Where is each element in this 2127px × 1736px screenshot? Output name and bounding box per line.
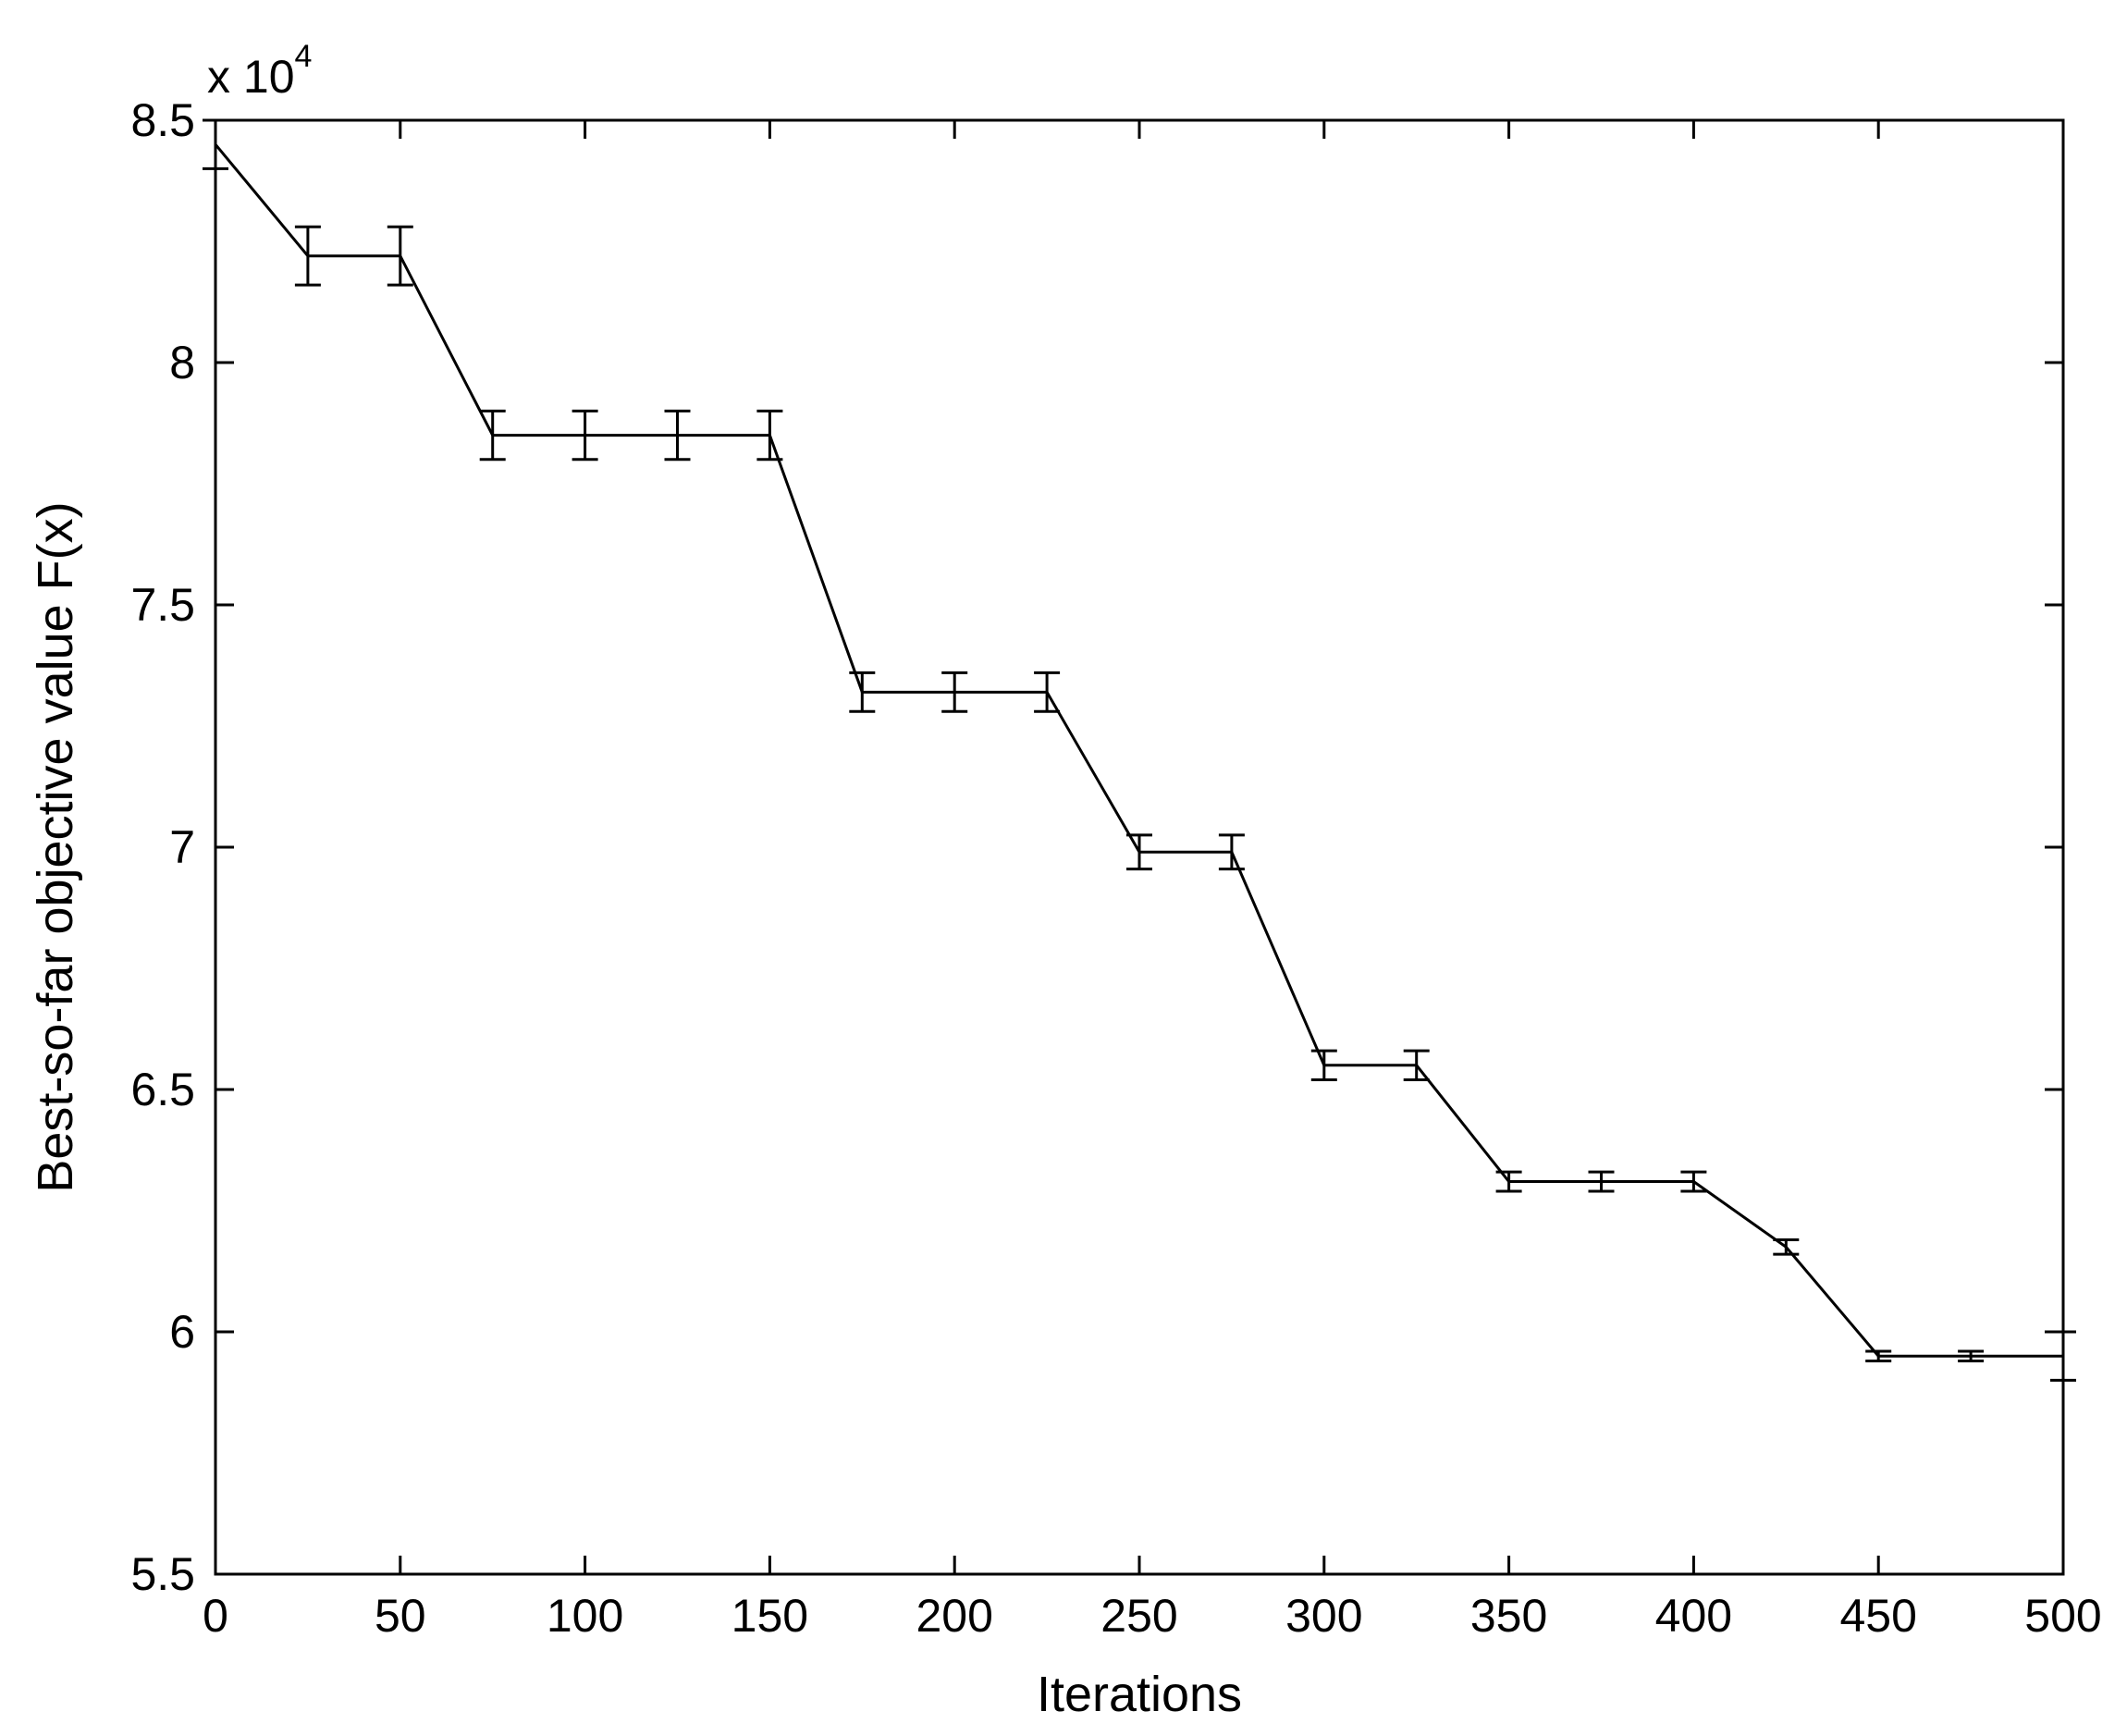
x-tick-label: 0 <box>203 1590 228 1642</box>
y-tick-label: 7 <box>169 821 195 873</box>
y-tick-label: 6.5 <box>130 1064 195 1115</box>
y-tick-label: 8 <box>169 337 195 388</box>
x-tick-label: 350 <box>1470 1590 1547 1642</box>
y-axis-label: Best-so-far objective value F(x) <box>28 501 83 1192</box>
y-tick-label: 6 <box>169 1306 195 1358</box>
x-tick-label: 50 <box>375 1590 426 1642</box>
x-tick-label: 450 <box>1839 1590 1916 1642</box>
x-tick-label: 300 <box>1285 1590 1362 1642</box>
plot-area-frame <box>214 118 2065 1576</box>
y-tick-label: 7.5 <box>130 579 195 631</box>
y-multiplier-label: x 104 <box>207 39 312 103</box>
x-tick-label: 500 <box>2024 1590 2101 1642</box>
y-multiplier-base: x 10 <box>207 51 295 103</box>
y-tick-label: 8.5 <box>130 94 195 146</box>
y-multiplier-exponent: 4 <box>295 39 313 74</box>
labels-layer: 0 50 100 150 200 250 300 350 400 450 500 5.5 6 6.5 7 7.… <box>130 94 2101 1642</box>
y-tick-label: 5.5 <box>130 1548 195 1600</box>
x-tick-label: 150 <box>732 1590 808 1642</box>
x-tick-label: 200 <box>916 1590 992 1642</box>
x-tick-label: 100 <box>547 1590 623 1642</box>
x-tick-label: 400 <box>1655 1590 1732 1642</box>
x-axis-label: Iterations <box>1037 1667 1242 1722</box>
x-tick-label: 250 <box>1100 1590 1177 1642</box>
